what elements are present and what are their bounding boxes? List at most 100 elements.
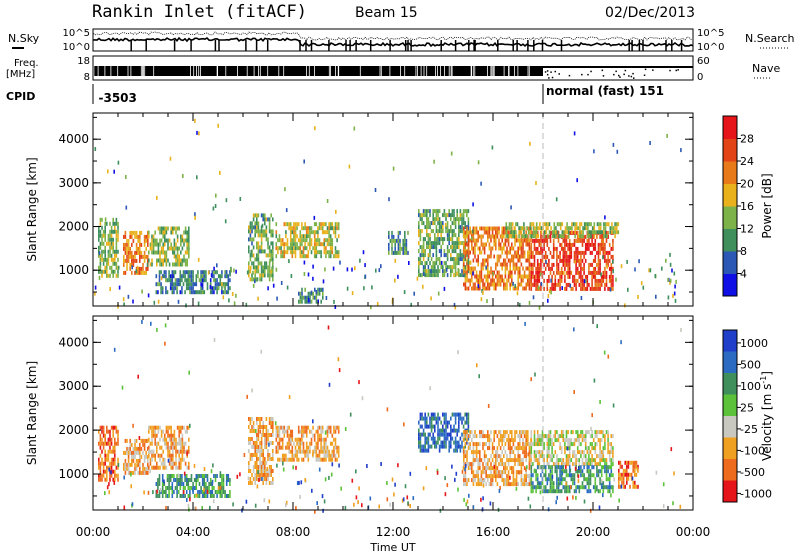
data-cell	[501, 246, 503, 251]
data-cell	[572, 462, 574, 467]
data-cell	[454, 444, 457, 449]
data-cell	[200, 486, 202, 490]
data-cell	[331, 226, 334, 231]
data-cell	[446, 253, 449, 258]
data-cell	[161, 486, 164, 490]
data-cell	[184, 474, 186, 478]
data-cell	[572, 274, 574, 279]
data-cell	[225, 282, 228, 287]
data-cell	[528, 238, 531, 243]
data-cell	[589, 262, 592, 267]
data-cell	[262, 433, 264, 437]
data-cell	[607, 446, 609, 451]
scatter-cell	[626, 259, 628, 264]
data-cell	[156, 250, 158, 255]
data-cell	[584, 446, 587, 451]
data-cell	[187, 486, 190, 490]
data-cell	[610, 262, 613, 267]
data-cell	[248, 425, 250, 429]
colorbar-segment	[723, 228, 737, 252]
data-cell	[181, 437, 184, 442]
data-cell	[419, 229, 422, 234]
data-cell	[549, 438, 552, 443]
data-cell	[589, 450, 592, 455]
data-cell	[519, 242, 521, 247]
data-cell	[485, 278, 487, 283]
data-cell	[515, 254, 518, 259]
data-cell	[597, 250, 600, 255]
data-cell	[115, 245, 118, 250]
data-cell	[525, 450, 527, 455]
data-cell	[203, 478, 206, 482]
data-cell	[101, 257, 103, 262]
data-cell	[270, 417, 272, 421]
data-cell	[549, 434, 552, 439]
data-cell	[268, 273, 271, 278]
data-cell	[264, 445, 266, 449]
data-cell	[418, 440, 420, 445]
data-cell	[427, 257, 430, 262]
data-cell	[440, 229, 442, 234]
data-cell	[117, 221, 119, 226]
data-cell	[200, 282, 202, 287]
data-cell	[160, 226, 163, 231]
data-cell	[337, 234, 340, 239]
scatter-cell	[585, 279, 587, 284]
data-cell	[528, 458, 531, 463]
data-cell	[499, 282, 502, 287]
data-cell	[549, 481, 552, 486]
data-cell	[152, 449, 155, 454]
data-cell	[132, 238, 135, 243]
data-cell	[466, 262, 468, 267]
data-cell	[270, 473, 272, 477]
data-cell	[305, 238, 308, 243]
scatter-cell	[463, 273, 466, 278]
data-cell	[487, 446, 489, 451]
data-cell	[573, 250, 576, 255]
data-cell	[438, 237, 441, 242]
data-cell	[482, 286, 484, 291]
data-cell	[427, 269, 430, 274]
data-cell	[440, 221, 442, 226]
data-cell	[442, 221, 444, 226]
data-cell	[321, 457, 324, 462]
data-cell	[160, 238, 163, 243]
data-cell	[131, 250, 133, 255]
data-cell	[466, 420, 468, 425]
data-cell	[515, 478, 518, 483]
data-cell	[446, 257, 449, 262]
data-cell	[419, 261, 422, 266]
data-cell	[565, 473, 568, 478]
data-cell	[498, 442, 500, 447]
data-cell	[545, 230, 548, 235]
cpid-label: CPID	[6, 90, 35, 103]
data-cell	[424, 440, 426, 445]
data-cell	[570, 458, 573, 463]
data-cell	[277, 425, 279, 430]
data-cell	[434, 440, 436, 445]
data-cell	[510, 222, 512, 227]
data-cell	[175, 449, 177, 454]
data-cell	[582, 230, 584, 235]
data-cell	[260, 265, 263, 270]
data-cell	[607, 258, 609, 263]
data-cell	[173, 250, 176, 255]
scatter-cell	[422, 284, 424, 289]
data-cell	[98, 269, 100, 274]
data-cell	[422, 209, 425, 214]
data-cell	[442, 412, 444, 417]
data-cell	[252, 237, 255, 242]
data-cell	[526, 226, 528, 231]
data-cell	[161, 494, 164, 498]
data-cell	[182, 270, 185, 275]
data-cell	[170, 230, 172, 235]
data-cell	[514, 266, 516, 271]
data-cell	[490, 254, 492, 259]
data-cell	[181, 234, 184, 239]
data-cell	[515, 266, 518, 271]
data-cell	[205, 494, 207, 498]
data-cell	[256, 453, 258, 457]
data-cell	[533, 278, 536, 283]
data-cell	[604, 258, 606, 263]
data-cell	[302, 441, 305, 446]
